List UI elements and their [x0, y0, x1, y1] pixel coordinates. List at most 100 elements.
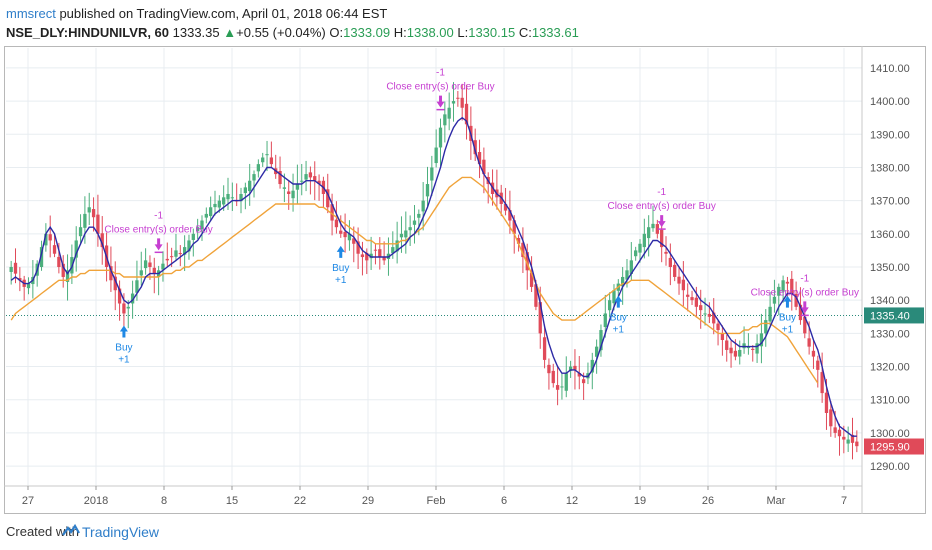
candle-body: [621, 276, 625, 287]
price-tag: 1295.90: [864, 438, 924, 455]
candle-body: [647, 227, 651, 239]
candle-body: [161, 263, 165, 270]
candle: [785, 276, 790, 299]
close-arrow-icon: [800, 301, 809, 314]
buy-signal[interactable]: Buy+1: [610, 295, 627, 336]
close-signal[interactable]: -1 Close entry(s) order Buy: [386, 68, 495, 111]
time-axis[interactable]: 27 2018 8 15 22 29 Feb 6 12 19 26 Mar 7: [22, 486, 847, 507]
close-signal[interactable]: -1 Close entry(s) order Buy: [607, 187, 716, 230]
buy-arrow-icon: [614, 295, 623, 308]
candle: [395, 221, 399, 264]
buy-qty: +1: [613, 325, 625, 336]
candle: [152, 257, 156, 294]
candle-body: [178, 253, 182, 255]
buy-label: Buy: [332, 263, 349, 274]
buy-qty: +1: [335, 275, 347, 286]
candle: [347, 220, 352, 251]
candle-body: [590, 359, 594, 373]
candle-body: [768, 306, 772, 322]
candle: [26, 277, 31, 295]
buy-signal[interactable]: Buy+1: [115, 325, 133, 365]
candle: [261, 152, 265, 167]
candle: [790, 270, 794, 311]
candle-body: [243, 187, 247, 194]
candle: [83, 196, 87, 244]
candle-body: [100, 233, 104, 248]
buy-signal[interactable]: Buy+1: [779, 295, 796, 336]
price-tick-label: 1380.00: [870, 162, 910, 174]
buy-signal[interactable]: Buy+1: [332, 245, 349, 286]
candle-body: [412, 220, 417, 225]
candle-body: [564, 373, 568, 391]
price-tick-label: 1360.00: [870, 229, 910, 241]
candle: [443, 101, 447, 143]
candle-body: [278, 170, 282, 185]
candle: [365, 248, 369, 275]
close-arrow-icon: [436, 95, 445, 108]
candle: [78, 214, 83, 245]
candle: [451, 82, 456, 122]
time-tick-label: Feb: [427, 495, 446, 507]
candle: [599, 324, 603, 357]
candle-body: [525, 252, 529, 271]
candle-body: [143, 260, 148, 269]
candle-body: [503, 203, 508, 211]
candle-body: [18, 278, 22, 281]
candle-body: [91, 209, 96, 218]
candle: [161, 251, 165, 282]
price-tick-label: 1320.00: [870, 362, 910, 374]
candle-body: [182, 247, 187, 255]
close-qty: -1: [154, 210, 163, 221]
close-arrow-icon: [154, 238, 163, 251]
candle-body: [807, 338, 811, 347]
created-with-text: Created with: [6, 524, 79, 539]
time-tick-label: 29: [362, 495, 374, 507]
candle-body: [634, 250, 638, 257]
candle-body: [169, 256, 174, 258]
candle: [252, 170, 256, 198]
candle: [551, 363, 555, 388]
candle: [191, 228, 195, 257]
close-qty: -1: [436, 68, 445, 79]
close-label: Close entry(s) order Buy: [386, 82, 494, 93]
candle: [282, 173, 287, 203]
tradingview-brand[interactable]: TradingView: [82, 524, 160, 540]
candle: [720, 325, 725, 356]
candle: [447, 92, 451, 131]
candle-body: [222, 197, 226, 205]
close-signal[interactable]: -1 Close entry(s) order Buy: [104, 210, 213, 254]
candle-body: [573, 365, 577, 370]
candle-body: [798, 304, 803, 321]
candle-body: [165, 258, 169, 261]
candle: [855, 430, 859, 453]
candle-body: [846, 439, 850, 444]
candle-body: [594, 346, 599, 357]
candle: [404, 211, 408, 254]
candle: [486, 172, 490, 204]
time-tick-label: 27: [22, 495, 34, 507]
candle: [651, 205, 655, 232]
candle-body: [690, 297, 694, 301]
close-signal[interactable]: -1 Close entry(s) order Buy: [751, 273, 859, 317]
candle: [634, 246, 638, 261]
candle: [126, 300, 130, 329]
candle-body: [352, 238, 356, 244]
author-link[interactable]: mmsrect: [6, 6, 56, 21]
candle: [464, 84, 469, 140]
price-axis[interactable]: 1290.00 1300.00 1310.00 1320.00 1330.00 1340.…: [864, 63, 924, 473]
candle-body: [48, 234, 52, 241]
close-qty: -1: [657, 187, 666, 198]
time-tick-label: 26: [702, 495, 714, 507]
candle: [503, 187, 508, 216]
candle-body: [191, 233, 195, 240]
candle: [837, 423, 842, 456]
price-tick-label: 1390.00: [870, 129, 910, 141]
candle-body: [460, 97, 464, 108]
candle-body: [217, 200, 221, 208]
candle: [586, 362, 590, 385]
candle-body: [746, 346, 751, 349]
candle-body: [508, 210, 512, 221]
buy-qty: +1: [782, 325, 794, 336]
candle-body: [317, 180, 321, 185]
